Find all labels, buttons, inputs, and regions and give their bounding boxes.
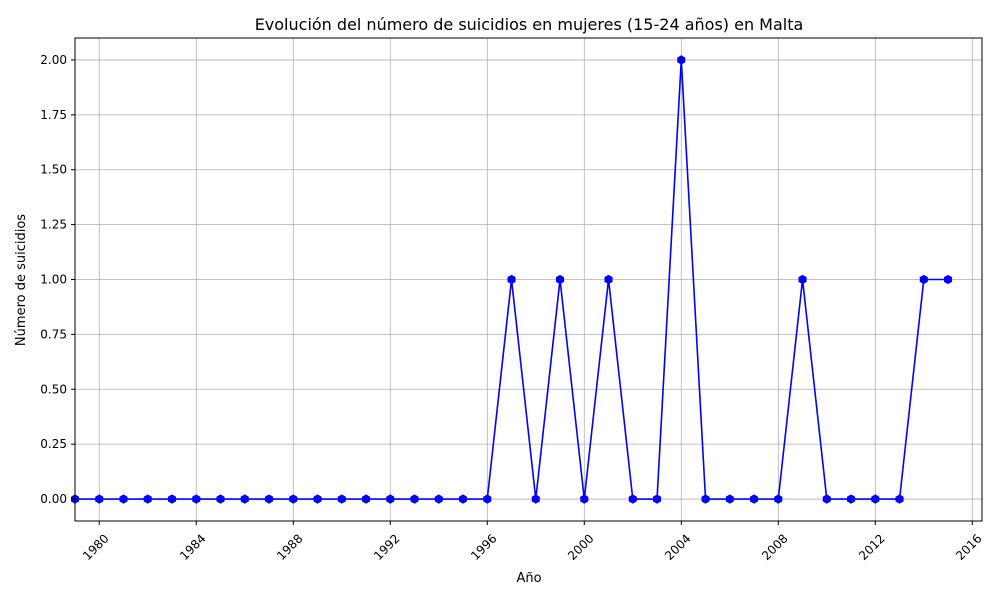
data-point [701, 494, 710, 504]
data-series [70, 55, 953, 504]
y-tick-label: 2.00 [40, 53, 67, 67]
x-tick-label: 1984 [177, 531, 208, 562]
x-tick-label: 1996 [468, 531, 499, 562]
data-point [167, 494, 177, 504]
data-point [337, 494, 346, 504]
data-point [434, 494, 443, 504]
data-point [822, 494, 831, 504]
data-point [240, 494, 249, 504]
y-axis-label: Número de suicidios [14, 214, 29, 346]
y-tick-label: 0.25 [40, 437, 67, 451]
data-point [264, 494, 274, 504]
x-tick-label: 1988 [274, 531, 305, 562]
data-point [483, 494, 492, 504]
data-point [895, 494, 904, 504]
y-tick-label: 1.50 [40, 163, 67, 177]
data-point [798, 274, 807, 285]
data-point [216, 494, 225, 504]
chart-title: Evolución del número de suicidios en muj… [255, 15, 804, 34]
data-point [386, 494, 395, 504]
y-tick-label: 0.00 [40, 492, 67, 506]
data-point [531, 494, 540, 504]
x-tick-label: 2016 [953, 531, 984, 562]
y-tick-label: 1.25 [40, 218, 67, 232]
x-tick-label: 1980 [80, 531, 111, 562]
y-tick-label: 0.75 [40, 327, 67, 341]
x-tick-label: 2004 [662, 531, 693, 562]
data-point [410, 494, 419, 504]
x-tick-label: 2008 [759, 531, 790, 562]
data-point [652, 494, 662, 504]
data-point [458, 494, 468, 504]
y-tick-label: 1.00 [40, 273, 67, 287]
x-tick-label: 2000 [565, 531, 596, 562]
data-point [580, 494, 589, 504]
data-point [289, 494, 298, 504]
data-point [507, 274, 516, 285]
data-point [919, 274, 928, 285]
data-point [847, 494, 856, 504]
data-point [677, 55, 686, 65]
data-point [119, 494, 128, 504]
y-tick-label: 1.75 [40, 108, 67, 122]
data-point [604, 274, 613, 285]
x-axis-label: Año [516, 571, 541, 586]
data-point [313, 494, 322, 504]
data-point [750, 494, 759, 504]
data-point [555, 274, 565, 285]
data-point [628, 494, 637, 504]
data-point [944, 274, 953, 285]
data-point [361, 494, 371, 504]
data-point [774, 494, 783, 504]
x-tick-label: 1992 [371, 531, 402, 562]
data-point [725, 494, 734, 504]
data-point [192, 494, 201, 504]
grid [75, 38, 982, 521]
x-tick-label: 2012 [856, 531, 887, 562]
data-point [143, 494, 152, 504]
data-point [871, 494, 880, 504]
y-tick-label: 0.50 [40, 382, 67, 396]
axis-ticks: 1980 1984 1988 1992 1996 2000 2004 2008 2012 2016… [40, 53, 984, 563]
data-point [95, 494, 104, 504]
